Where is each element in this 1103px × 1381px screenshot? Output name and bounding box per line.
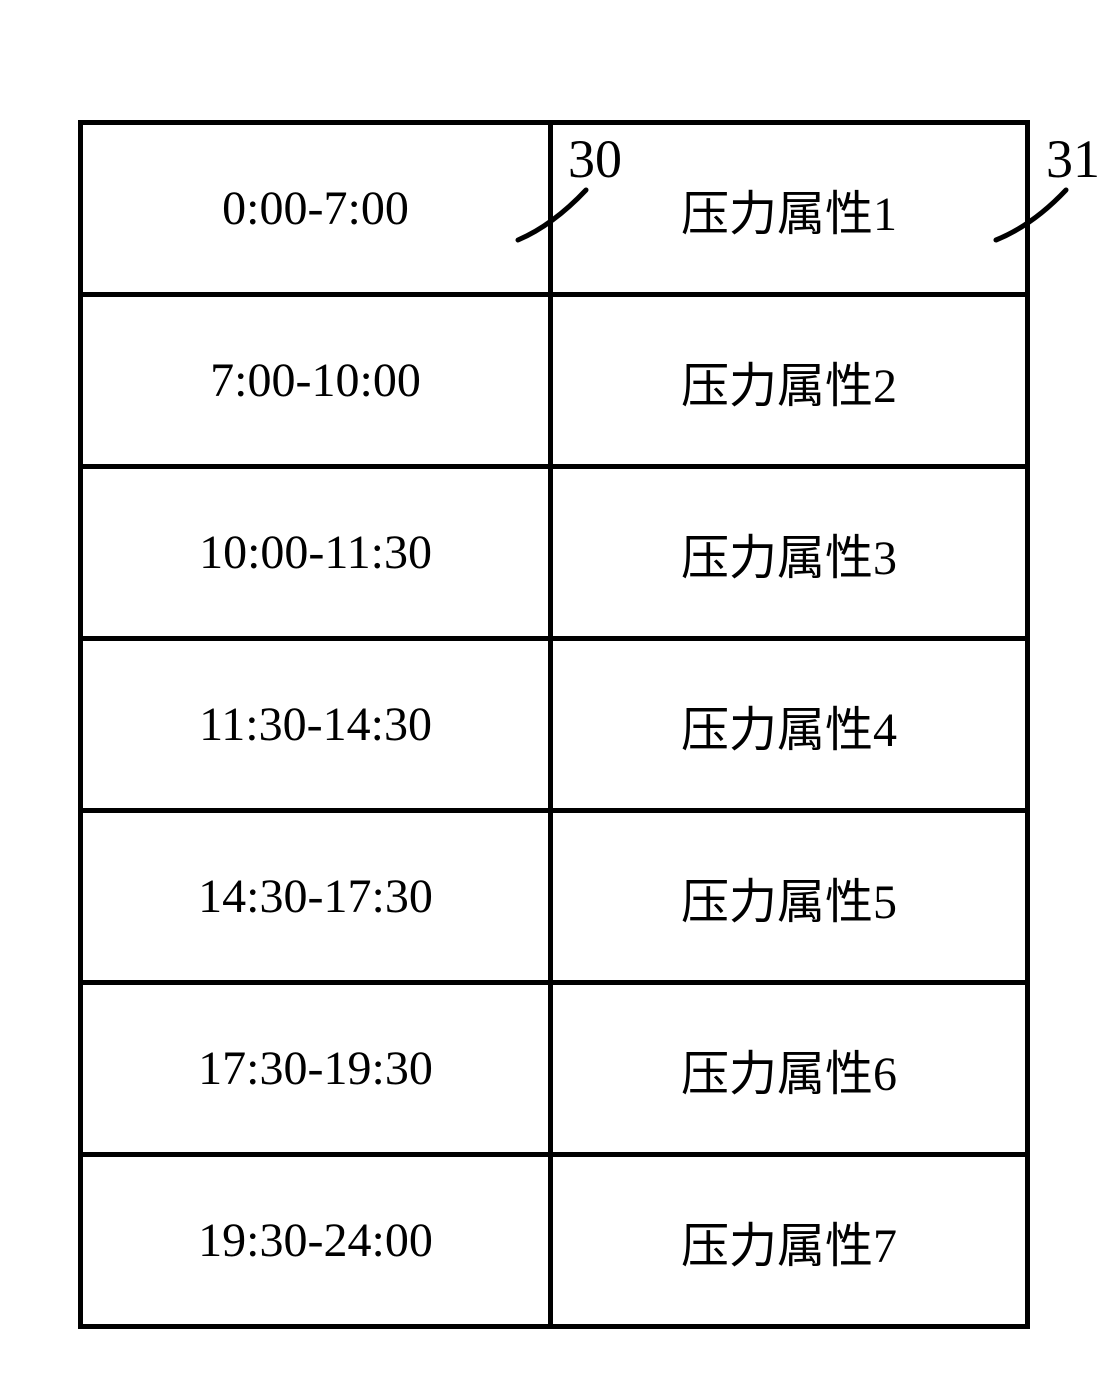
pressure-attribute-cell: 压力属性2 (551, 295, 1028, 467)
figure-wrap: 30 31 0:00-7:00 压力属性1 7:00-10:00 压力属性2 1… (0, 0, 1103, 1381)
pressure-attribute-cell: 压力属性1 (551, 123, 1028, 295)
pressure-attribute-cell: 压力属性3 (551, 467, 1028, 639)
callout-label-30: 30 (568, 128, 622, 190)
time-range-cell: 19:30-24:00 (81, 1155, 551, 1327)
time-range-cell: 14:30-17:30 (81, 811, 551, 983)
table-row: 0:00-7:00 压力属性1 (81, 123, 1028, 295)
table-row: 7:00-10:00 压力属性2 (81, 295, 1028, 467)
time-range-cell: 7:00-10:00 (81, 295, 551, 467)
schedule-table: 0:00-7:00 压力属性1 7:00-10:00 压力属性2 10:00-1… (78, 120, 1030, 1329)
time-range-cell: 17:30-19:30 (81, 983, 551, 1155)
callout-label-31: 31 (1046, 128, 1100, 190)
pressure-attribute-cell: 压力属性7 (551, 1155, 1028, 1327)
pressure-attribute-cell: 压力属性5 (551, 811, 1028, 983)
table-row: 14:30-17:30 压力属性5 (81, 811, 1028, 983)
table-row: 17:30-19:30 压力属性6 (81, 983, 1028, 1155)
table-row: 11:30-14:30 压力属性4 (81, 639, 1028, 811)
table-row: 19:30-24:00 压力属性7 (81, 1155, 1028, 1327)
table-row: 10:00-11:30 压力属性3 (81, 467, 1028, 639)
pressure-attribute-cell: 压力属性4 (551, 639, 1028, 811)
pressure-attribute-cell: 压力属性6 (551, 983, 1028, 1155)
time-range-cell: 10:00-11:30 (81, 467, 551, 639)
time-range-cell: 11:30-14:30 (81, 639, 551, 811)
time-range-cell: 0:00-7:00 (81, 123, 551, 295)
